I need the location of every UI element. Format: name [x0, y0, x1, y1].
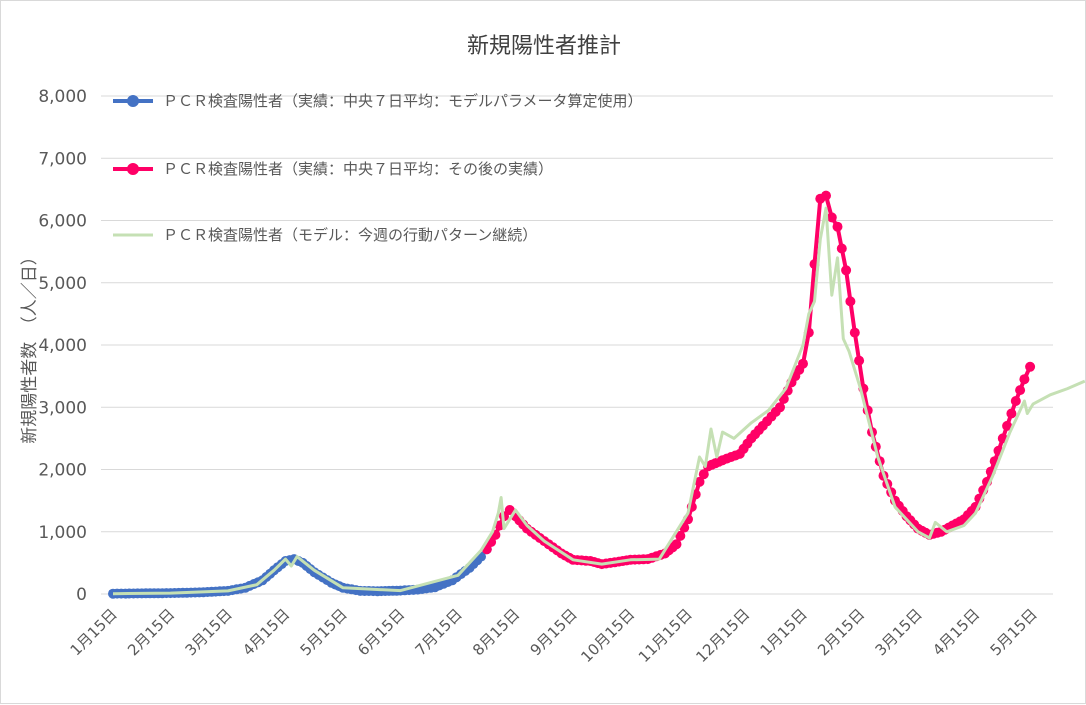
x-tick-label: 9月15日 — [527, 605, 581, 659]
data-point — [854, 355, 865, 366]
x-tick-label: 10月15日 — [577, 605, 638, 666]
x-tick-label: 12月15日 — [692, 605, 753, 666]
x-tick-label: 3月15日 — [872, 605, 926, 659]
series-3-line — [112, 206, 1086, 596]
data-point — [821, 190, 831, 201]
x-tick-label: 1月15日 — [757, 605, 811, 659]
y-tick-label: 0 — [76, 585, 87, 605]
x-tick-label: 5月15日 — [297, 605, 351, 659]
x-tick-label: 4月15日 — [239, 605, 293, 659]
legend-swatch-marker — [127, 95, 139, 107]
legend-label: ＰＣＲ検査陽性者（実績：中央７日平均：その後の実績） — [163, 160, 553, 178]
x-tick-label: 1月15日 — [67, 605, 121, 659]
y-tick-label: 7,000 — [38, 149, 87, 169]
legend-label: ＰＣＲ検査陽性者（実績：中央７日平均：モデルパラメータ算定使用） — [163, 92, 643, 110]
series-3 — [112, 206, 1086, 596]
x-tick-label: 4月15日 — [929, 605, 983, 659]
data-point — [1019, 374, 1030, 385]
x-tick-label: 2月15日 — [124, 605, 178, 659]
legend: ＰＣＲ検査陽性者（実績：中央７日平均：モデルパラメータ算定使用） ＰＣＲ検査陽性者… — [113, 92, 643, 244]
data-point — [845, 296, 856, 307]
data-point — [671, 539, 682, 550]
data-point — [694, 476, 705, 487]
data-point — [836, 243, 847, 254]
data-point — [1025, 361, 1036, 372]
data-point — [841, 265, 852, 276]
y-tick-label: 4,000 — [38, 336, 87, 356]
series-1 — [108, 544, 492, 599]
x-tick-label: 7月15日 — [412, 605, 466, 659]
chart-title: 新規陽性者推計 — [467, 34, 621, 59]
y-axis-label: 新規陽性者数 （人／日） — [20, 248, 40, 444]
series-2-line — [485, 193, 1032, 567]
y-tick-label: 2,000 — [38, 461, 87, 481]
y-tick-label: 8,000 — [38, 87, 87, 107]
x-tick-label: 2月15日 — [814, 605, 868, 659]
data-point — [1002, 420, 1013, 431]
data-point — [675, 530, 686, 541]
y-tick-label: 1,000 — [38, 523, 87, 543]
gridlines — [101, 95, 1053, 595]
data-point — [798, 358, 808, 369]
data-point — [1015, 385, 1026, 396]
y-tick-label: 5,000 — [38, 274, 87, 294]
series-2 — [481, 190, 1036, 570]
x-tick-label: 6月15日 — [354, 605, 408, 659]
x-tick-label: 3月15日 — [182, 605, 236, 659]
x-tick-label: 8月15日 — [469, 605, 523, 659]
data-point — [849, 327, 860, 338]
x-tick-label: 11月15日 — [635, 605, 696, 666]
data-point — [1010, 396, 1021, 406]
data-point — [832, 221, 843, 232]
data-point — [1006, 408, 1017, 419]
y-axis-ticks: 0 1,000 2,000 3,000 4,000 5,000 6,000 7,000 8,00… — [38, 87, 87, 605]
legend-swatch-marker — [127, 163, 139, 175]
legend-label: ＰＣＲ検査陽性者（モデル：今週の行動パターン継続） — [163, 226, 537, 244]
data-point — [698, 469, 709, 480]
data-point — [775, 402, 785, 413]
y-tick-label: 6,000 — [38, 212, 87, 232]
y-tick-label: 3,000 — [38, 398, 87, 418]
data-point — [826, 212, 837, 223]
x-axis-ticks: 1月15日 2月15日 3月15日 4月15日 5月15日 6月15日 7月15日 8月15日… — [67, 605, 1041, 666]
series-layer — [108, 190, 1086, 599]
x-tick-label: 5月15日 — [987, 605, 1041, 659]
